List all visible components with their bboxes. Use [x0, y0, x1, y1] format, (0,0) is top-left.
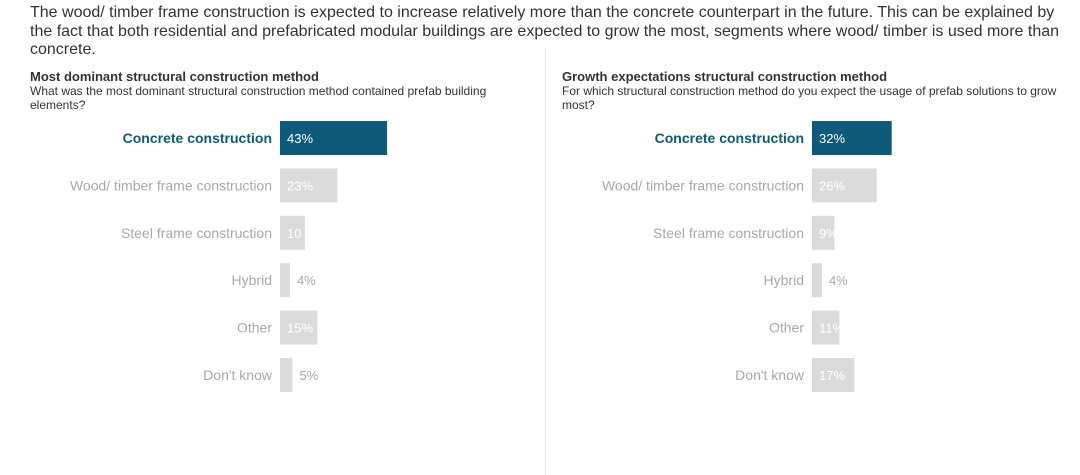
- bar-concrete-construction: [812, 121, 892, 155]
- category-label-steel-frame-construction: Steel frame construction: [653, 225, 804, 241]
- value-label-don-t-know: 17%: [819, 368, 845, 383]
- value-label-other: 15%: [287, 321, 313, 336]
- category-label-other: Other: [769, 320, 804, 336]
- value-label-wood-timber-frame-construction: 23%: [287, 178, 313, 193]
- category-label-other: Other: [237, 320, 272, 336]
- bar-hybrid: [280, 263, 290, 298]
- bar-other: [812, 310, 840, 345]
- category-label-concrete-construction: Concrete construction: [655, 130, 804, 146]
- chart-title: Most dominant structural construction me…: [30, 69, 319, 84]
- value-label-hybrid: 4%: [297, 273, 316, 288]
- value-label-other: 11%: [819, 321, 844, 336]
- category-label-don-t-know: Don't know: [203, 367, 273, 383]
- bar-steel-frame-construction: [812, 215, 835, 250]
- value-label-hybrid: 4%: [829, 273, 848, 288]
- bar-other: [280, 310, 318, 345]
- bar-concrete-construction: [280, 121, 388, 155]
- chart-panel-dominant: Most dominant structural construction me…: [30, 69, 540, 475]
- panel-divider: [545, 48, 546, 475]
- bar-wood-timber-frame-construction: [280, 168, 338, 203]
- bar-don-t-know: [812, 358, 855, 392]
- value-label-concrete-construction: 32%: [819, 131, 845, 146]
- bar-don-t-know: [280, 358, 293, 392]
- bar-chart-dominant: Concrete construction 43% Wood/ timber fra…: [70, 121, 388, 392]
- bar-wood-timber-frame-construction: [812, 168, 877, 203]
- value-label-don-t-know: 5%: [299, 368, 318, 383]
- intro-text: The wood/ timber frame construction is e…: [30, 4, 1060, 58]
- chart-subtitle: What was the most dominant structural co…: [30, 84, 487, 112]
- bar-hybrid: [812, 263, 822, 298]
- category-label-concrete-construction: Concrete construction: [123, 130, 272, 146]
- value-label-wood-timber-frame-construction: 26%: [819, 178, 845, 193]
- chart-subtitle: For which structural construction method…: [562, 84, 1057, 112]
- value-label-steel-frame-construction: 9%: [819, 226, 838, 241]
- chart-title: Growth expectations structural construct…: [562, 69, 888, 84]
- category-label-hybrid: Hybrid: [232, 272, 272, 288]
- value-label-concrete-construction: 43%: [287, 131, 313, 146]
- category-label-wood-timber-frame-construction: Wood/ timber frame construction: [602, 177, 804, 193]
- bar-chart-growth: Concrete construction 32% Wood/ timber fra…: [602, 121, 892, 392]
- value-label-steel-frame-construction: 10: [287, 226, 301, 241]
- category-label-steel-frame-construction: Steel frame construction: [121, 225, 272, 241]
- chart-panel-growth: Growth expectations structural construct…: [562, 69, 1072, 475]
- category-label-hybrid: Hybrid: [764, 272, 804, 288]
- category-label-don-t-know: Don't know: [735, 367, 805, 383]
- bar-steel-frame-construction: [280, 215, 305, 250]
- category-label-wood-timber-frame-construction: Wood/ timber frame construction: [70, 177, 272, 193]
